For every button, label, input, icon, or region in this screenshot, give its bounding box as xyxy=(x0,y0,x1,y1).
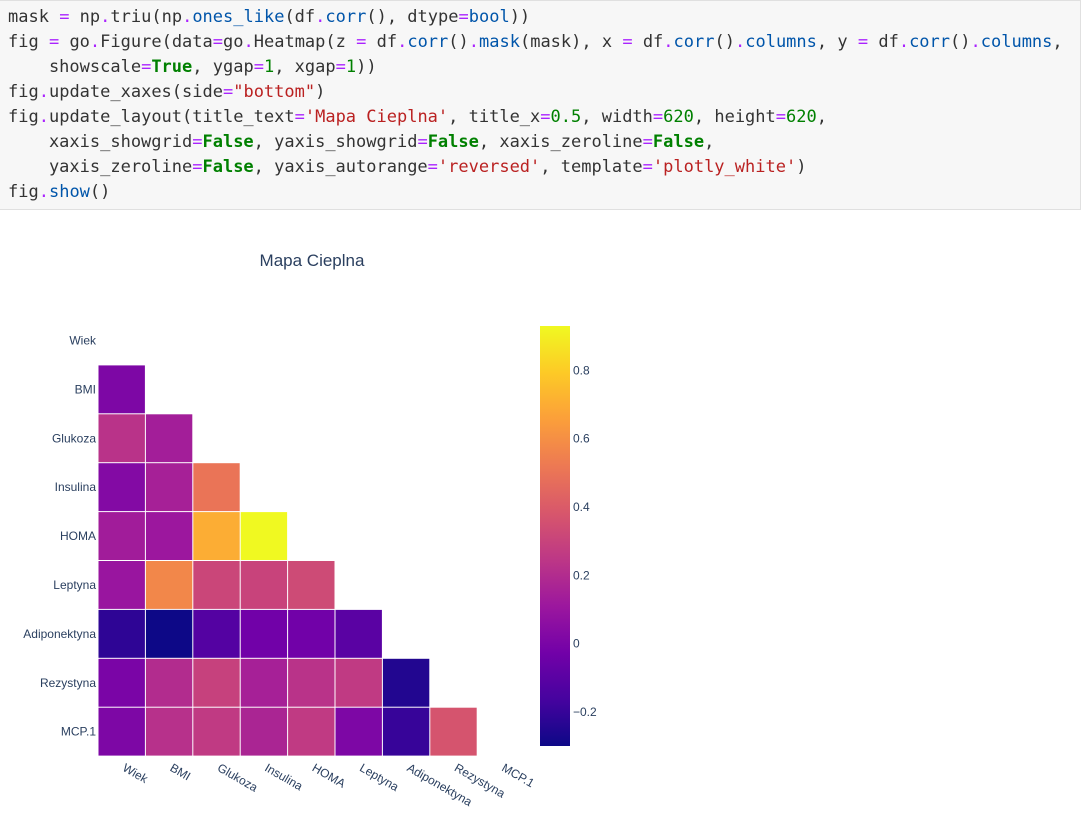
x-tick-label: MCP.1 xyxy=(499,761,537,791)
heatmap-cell-adiponektyna-leptyna[interactable] xyxy=(335,609,382,658)
heatmap-cell-leptyna-bmi[interactable] xyxy=(145,561,193,609)
heatmap-cell-homa-wiek[interactable] xyxy=(98,512,145,560)
heatmap-cell-mcp1-adiponektyna[interactable] xyxy=(382,707,430,756)
colorbar xyxy=(540,326,570,746)
code-line-2: fig = go.Figure(data=go.Heatmap(z = df.c… xyxy=(8,32,1063,52)
heatmap-cell-mcp1-wiek[interactable] xyxy=(98,707,145,756)
heatmap-cell-rezystyna-homa[interactable] xyxy=(288,658,335,707)
heatmap-cell-glukoza-wiek[interactable] xyxy=(98,414,145,463)
colorbar-tick-label: 0.6 xyxy=(573,432,590,446)
heatmap-cell-rezystyna-adiponektyna[interactable] xyxy=(382,658,430,707)
x-tick-label: BMI xyxy=(168,761,193,784)
heatmap-cell-leptyna-glukoza[interactable] xyxy=(193,561,240,609)
x-tick-label: Insulina xyxy=(262,761,305,794)
heatmap-cell-glukoza-bmi[interactable] xyxy=(145,414,193,463)
heatmap-cell-mcp1-leptyna[interactable] xyxy=(335,707,382,756)
code-line-6: xaxis_showgrid=False, yaxis_showgrid=Fal… xyxy=(8,132,715,152)
y-tick-label: Wiek xyxy=(69,333,97,347)
x-tick-label: HOMA xyxy=(310,761,348,791)
y-tick-label: Leptyna xyxy=(53,578,96,592)
code-cell[interactable]: mask = np.triu(np.ones_like(df.corr(), d… xyxy=(0,0,1081,210)
heatmap-cell-homa-insulina[interactable] xyxy=(240,512,288,560)
y-tick-label: Rezystyna xyxy=(40,676,96,690)
heatmap-cell-homa-bmi[interactable] xyxy=(145,512,193,560)
colorbar-tick-label: 0.8 xyxy=(573,363,590,377)
heatmap-cells xyxy=(98,365,477,756)
heatmap-cell-rezystyna-glukoza[interactable] xyxy=(193,658,240,707)
heatmap-cell-insulina-glukoza[interactable] xyxy=(193,463,240,512)
heatmap-cell-mcp1-rezystyna[interactable] xyxy=(430,707,477,756)
y-tick-label: Glukoza xyxy=(52,431,96,445)
x-axis-labels: Wiek BMI Glukoza Insulina HOMA Leptyna Adipone… xyxy=(120,761,537,810)
chart-title: Mapa Cieplna xyxy=(260,251,365,270)
colorbar-tick-label: 0.4 xyxy=(573,500,590,514)
y-tick-label: BMI xyxy=(75,382,96,396)
heatmap-cell-leptyna-wiek[interactable] xyxy=(98,561,145,609)
heatmap-cell-bmi-wiek[interactable] xyxy=(98,365,145,414)
heatmap-cell-rezystyna-insulina[interactable] xyxy=(240,658,288,707)
code-line-8: fig.show() xyxy=(8,182,111,202)
code-line-5: fig.update_layout(title_text='Mapa Ciepl… xyxy=(8,107,827,127)
y-tick-label: MCP.1 xyxy=(61,725,96,739)
heatmap-cell-mcp1-insulina[interactable] xyxy=(240,707,288,756)
heatmap-cell-adiponektyna-wiek[interactable] xyxy=(98,609,145,658)
heatmap-cell-mcp1-glukoza[interactable] xyxy=(193,707,240,756)
colorbar-tick-label: −0.2 xyxy=(573,705,597,719)
heatmap-cell-rezystyna-bmi[interactable] xyxy=(145,658,193,707)
code-line-7: yaxis_zeroline=False, yaxis_autorange='r… xyxy=(8,157,807,177)
y-tick-label: Adiponektyna xyxy=(23,627,96,641)
heatmap-cell-rezystyna-leptyna[interactable] xyxy=(335,658,382,707)
heatmap-cell-adiponektyna-bmi[interactable] xyxy=(145,609,193,658)
y-axis-labels: Wiek BMI Glukoza Insulina HOMA Leptyna Adipone… xyxy=(23,333,97,738)
colorbar-tick-label: 0.2 xyxy=(573,568,590,582)
heatmap-cell-adiponektyna-glukoza[interactable] xyxy=(193,609,240,658)
heatmap-cell-insulina-wiek[interactable] xyxy=(98,463,145,512)
code-line-3: showscale=True, ygap=1, xgap=1)) xyxy=(8,57,377,77)
x-tick-label: Leptyna xyxy=(357,761,401,795)
heatmap-cell-leptyna-homa[interactable] xyxy=(288,561,335,609)
colorbar-tick-label: 0 xyxy=(573,637,580,651)
heatmap-cell-leptyna-insulina[interactable] xyxy=(240,561,288,609)
x-tick-label: Glukoza xyxy=(215,761,260,795)
code-line-1: mask = np.triu(np.ones_like(df.corr(), d… xyxy=(8,7,531,27)
colorbar-ticks: −0.2 0 0.2 0.4 0.6 0.8 xyxy=(573,363,597,719)
heatmap-chart[interactable]: Mapa Cieplna WiekBMIGlukozaInsulinaHOMAL… xyxy=(0,212,640,816)
code-line-4: fig.update_xaxes(side="bottom") xyxy=(8,82,326,102)
heatmap-cell-rezystyna-wiek[interactable] xyxy=(98,658,145,707)
y-tick-label: Insulina xyxy=(55,480,97,494)
heatmap-cell-adiponektyna-insulina[interactable] xyxy=(240,609,288,658)
heatmap-cell-adiponektyna-homa[interactable] xyxy=(288,609,335,658)
heatmap-cell-homa-glukoza[interactable] xyxy=(193,512,240,560)
heatmap-cell-mcp1-bmi[interactable] xyxy=(145,707,193,756)
heatmap-cell-mcp1-homa[interactable] xyxy=(288,707,335,756)
x-tick-label: Wiek xyxy=(120,761,151,787)
heatmap-cell-insulina-bmi[interactable] xyxy=(145,463,193,512)
y-tick-label: HOMA xyxy=(60,529,96,543)
